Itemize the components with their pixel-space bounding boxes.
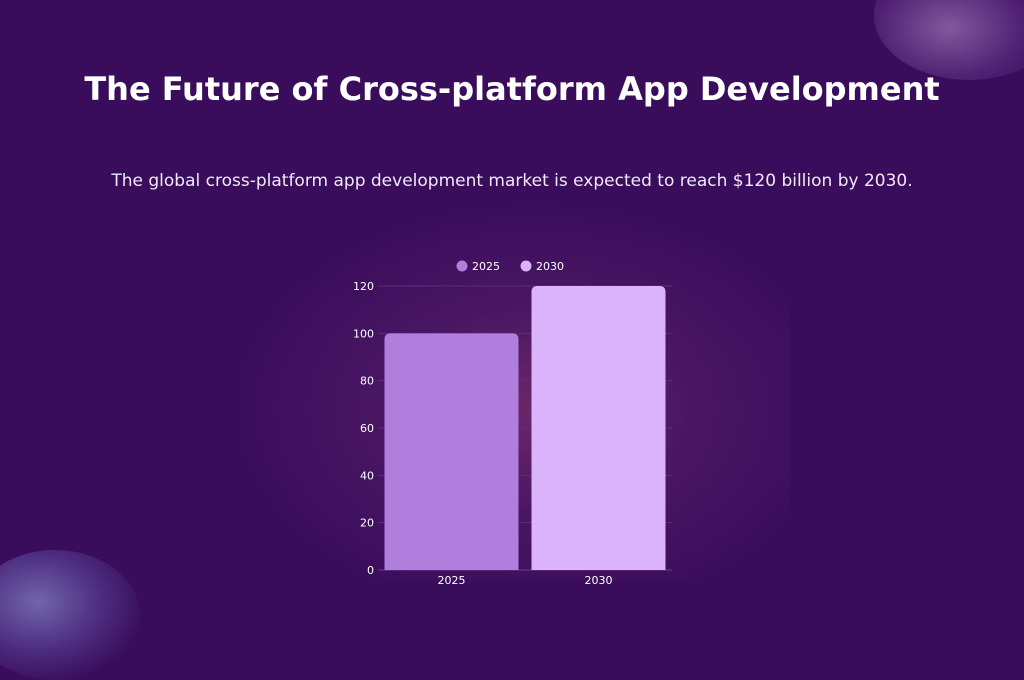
legend-label: 2025 — [472, 260, 500, 273]
legend-label: 2030 — [536, 260, 564, 273]
y-tick-label: 80 — [360, 375, 374, 388]
y-tick-label: 40 — [360, 469, 374, 482]
x-tick-label: 2025 — [438, 574, 466, 587]
legend-swatch — [456, 260, 468, 272]
bar-chart: 0 20 40 60 80 100 120 2025 2030 2025 2030 — [353, 260, 672, 587]
page-subtitle: The global cross-platform app developmen… — [111, 171, 913, 191]
y-tick-label: 0 — [367, 564, 374, 577]
bar-2025 — [384, 333, 519, 570]
x-tick-label: 2030 — [585, 574, 613, 587]
y-tick-label: 20 — [360, 517, 374, 530]
page-title: The Future of Cross-platform App Develop… — [84, 70, 940, 108]
y-tick-label: 60 — [360, 422, 374, 435]
y-tick-label: 120 — [353, 280, 374, 293]
bar-2030 — [531, 286, 666, 570]
y-tick-label: 100 — [353, 327, 374, 340]
legend-swatch — [520, 260, 532, 272]
